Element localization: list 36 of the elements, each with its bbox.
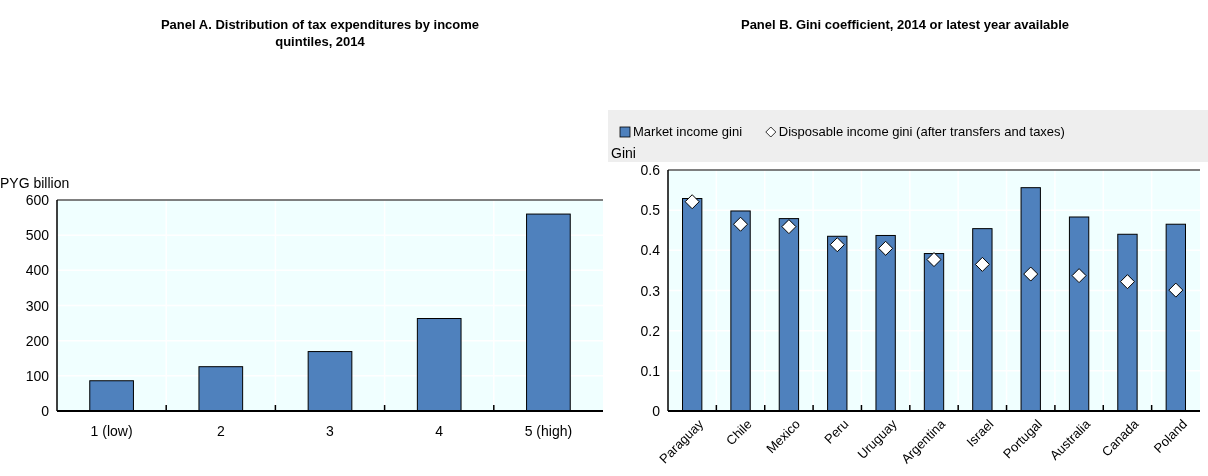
point <box>1071 268 1087 284</box>
y-tick-label: 0.5 <box>640 202 661 219</box>
point <box>733 216 749 232</box>
y-tick-label: 0.3 <box>640 282 661 299</box>
y-axis-title: PYG billion <box>0 175 70 191</box>
y-tick-label: 600 <box>25 192 50 208</box>
y-tick-label: 0.4 <box>640 242 661 259</box>
point <box>781 219 797 235</box>
x-tick-label: 5 (high) <box>524 423 573 439</box>
y-tick-label: 0.2 <box>640 322 661 339</box>
y-tick-label: 500 <box>25 227 50 244</box>
x-tick-label: 3 <box>326 423 335 439</box>
y-tick-label: 400 <box>25 262 50 279</box>
y-tick-label: 0 <box>652 403 661 419</box>
y-tick-label: 0.1 <box>640 362 661 379</box>
y-tick-label: 0 <box>41 403 50 419</box>
y-tick-label: 0.6 <box>640 162 661 178</box>
point <box>974 256 990 272</box>
point <box>684 194 700 210</box>
point <box>1168 282 1184 298</box>
x-tick-label: 1 (low) <box>90 423 133 439</box>
legend-label: Disposable income gini (after transfers and taxes) <box>778 124 1065 139</box>
chart-title: Panel B. Gini coefficient, 2014 or latest year available <box>740 17 1070 32</box>
x-tick-label: 4 <box>435 423 444 439</box>
legend-label: Market income gini <box>633 124 743 139</box>
y-tick-label: 100 <box>25 367 50 384</box>
point <box>829 237 845 253</box>
y-axis-title: Gini <box>611 145 636 161</box>
point <box>926 252 942 268</box>
point <box>878 240 894 256</box>
chart-title: Panel A. Distribution of tax expenditures by income quintiles, 2014 <box>160 17 480 49</box>
point <box>1023 266 1039 282</box>
y-tick-label: 200 <box>25 332 50 349</box>
y-tick-label: 300 <box>25 297 50 314</box>
point <box>1119 274 1135 290</box>
x-tick-label: 2 <box>216 423 225 439</box>
